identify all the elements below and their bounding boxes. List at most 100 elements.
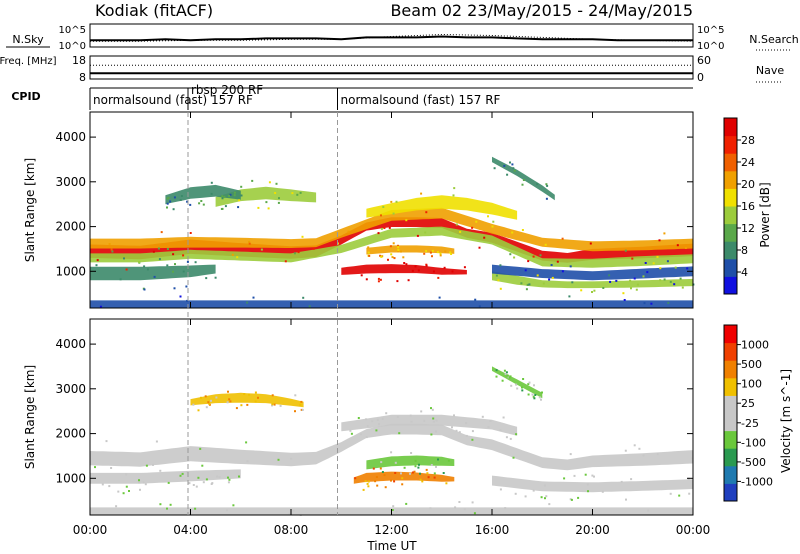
scatter-point	[474, 298, 477, 301]
scatter-point	[400, 250, 402, 253]
scatter-point	[271, 404, 273, 407]
scatter-point	[243, 393, 246, 396]
scatter-point	[397, 250, 400, 253]
scatter-point	[656, 255, 659, 258]
scatter-point	[515, 383, 518, 386]
scatter-point	[531, 393, 534, 396]
scatter-point	[291, 192, 294, 195]
scatter-point	[302, 296, 305, 299]
scatter-point	[625, 498, 627, 501]
scatter-point	[204, 395, 207, 398]
scatter-point	[471, 430, 474, 433]
scatter-point	[563, 477, 566, 480]
scatter-point	[195, 485, 198, 488]
scatter-point	[589, 242, 592, 245]
scatter-point	[420, 410, 423, 413]
scatter-point	[312, 247, 315, 250]
scatter-point	[179, 474, 182, 477]
scatter-point	[202, 481, 205, 484]
scatter-point	[525, 288, 528, 291]
scatter-point	[395, 200, 398, 203]
colorbar-cell	[724, 188, 737, 207]
scatter-point	[417, 466, 420, 469]
scatter-point	[642, 275, 645, 278]
scatter-point	[200, 200, 203, 202]
scatter-point	[392, 505, 395, 508]
scatter-point	[536, 183, 539, 186]
scatter-point	[371, 420, 374, 423]
scatter-point	[409, 414, 412, 417]
colorbar-tick-label: 8	[741, 244, 748, 257]
scatter-point	[152, 463, 154, 466]
scatter-point	[372, 467, 375, 470]
scatter-point	[510, 384, 513, 387]
noise-left-tick-top: 10^5	[59, 25, 86, 36]
scatter-point	[394, 461, 397, 464]
scatter-point	[513, 256, 516, 259]
mode-change-markers	[187, 112, 338, 515]
scatter-point	[538, 396, 541, 399]
scatter-point	[545, 495, 548, 498]
scatter-point	[403, 262, 406, 264]
scatter-point	[299, 191, 302, 194]
scatter-point	[186, 260, 189, 263]
scatter-band	[366, 455, 455, 470]
scatter-point	[436, 251, 439, 254]
scatter-point	[432, 270, 435, 273]
scatter-point	[400, 472, 402, 475]
scatter-point	[493, 167, 496, 170]
scatter-point	[254, 400, 257, 403]
scatter-point	[246, 403, 249, 406]
scatter-point	[390, 200, 393, 203]
scatter-point	[391, 509, 394, 511]
scatter-point	[299, 403, 302, 406]
colorbar-cell	[724, 413, 737, 432]
scatter-point	[667, 301, 670, 304]
scatter-point	[580, 289, 583, 292]
scatter-point	[359, 433, 362, 436]
scatter-point	[505, 436, 508, 439]
scatter-point	[509, 375, 512, 378]
scatter-point	[96, 259, 99, 262]
x-tick-label: 20:00	[575, 523, 610, 537]
scatter-point	[138, 481, 140, 484]
colorbar-tick-label: -1000	[741, 475, 773, 488]
noise-right-label: N.Search	[749, 33, 799, 46]
scatter-point	[205, 277, 208, 280]
scatter-point	[644, 262, 647, 264]
scatter-point	[413, 470, 416, 473]
scatter-point	[300, 400, 303, 403]
scatter-point	[568, 295, 571, 298]
scatter-point	[182, 254, 185, 257]
scatter-point	[520, 282, 523, 285]
cpid-segment-label: rbsp 200 RF	[191, 83, 263, 97]
scatter-point	[377, 232, 380, 235]
scatter-point	[389, 245, 392, 248]
scatter-point	[125, 268, 128, 271]
scatter-point	[638, 447, 641, 450]
scatter-point	[516, 387, 519, 390]
scatter-point	[463, 266, 466, 269]
scatter-point	[423, 419, 426, 422]
scatter-point	[487, 215, 489, 218]
scatter-point	[367, 246, 370, 249]
scatter-point	[509, 161, 511, 164]
scatter-point	[478, 305, 481, 308]
colorbar-cell	[724, 342, 737, 361]
noise-left-tick-bottom: 10^0	[59, 41, 86, 52]
scatter-point	[414, 265, 417, 268]
scatter-point	[390, 451, 393, 454]
scatter-point	[364, 480, 367, 483]
scatter-point	[254, 391, 257, 394]
scatter-point	[495, 369, 498, 372]
scatter-point	[527, 260, 530, 263]
scatter-point	[354, 477, 357, 480]
scatter-point	[681, 286, 684, 289]
scatter-point	[391, 256, 394, 259]
colorbar-tick-label: 1000	[741, 339, 769, 352]
scatter-point	[376, 484, 379, 487]
scatter-point	[210, 483, 213, 485]
scatter-point	[548, 503, 551, 506]
scatter-point	[248, 240, 251, 243]
